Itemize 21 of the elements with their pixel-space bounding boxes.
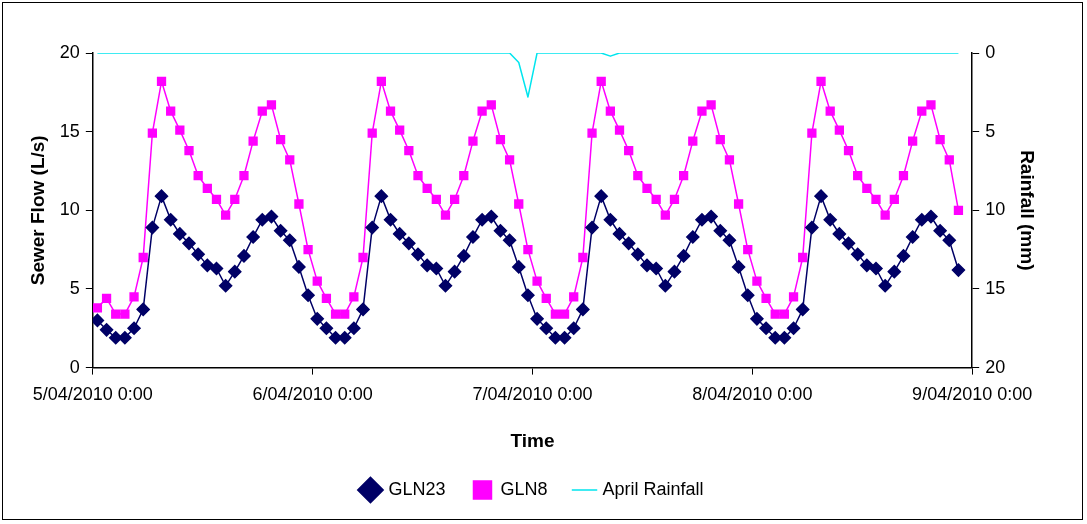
x-axis-title: Time bbox=[510, 429, 555, 451]
x-tick-label: 8/04/2010 0:00 bbox=[692, 384, 813, 405]
y2-tick-label: 15 bbox=[985, 277, 1006, 298]
y-tick-label: 0 bbox=[69, 356, 80, 377]
legend-label: April Rainfall bbox=[602, 478, 704, 499]
y-tick-label: 20 bbox=[59, 41, 80, 62]
x-tick-label: 7/04/2010 0:00 bbox=[472, 384, 593, 405]
y-tick-label: 5 bbox=[69, 277, 80, 298]
x-tick-label: 6/04/2010 0:00 bbox=[252, 384, 373, 405]
y-tick-label: 15 bbox=[59, 120, 80, 141]
y2-tick-label: 5 bbox=[985, 120, 996, 141]
x-tick-label: 5/04/2010 0:00 bbox=[32, 384, 153, 405]
y2-tick-label: 20 bbox=[985, 356, 1006, 377]
y-axis-title: Sewer Flow (L/s) bbox=[26, 135, 48, 286]
legend-label: GLN23 bbox=[388, 478, 446, 499]
y2-tick-label: 10 bbox=[985, 199, 1006, 220]
y2-tick-label: 0 bbox=[985, 41, 996, 62]
y-tick-label: 10 bbox=[59, 199, 80, 220]
y2-axis-title: Rainfall (mm) bbox=[1017, 150, 1039, 271]
x-tick-label: 9/04/2010 0:00 bbox=[912, 384, 1033, 405]
legend-label: GLN8 bbox=[500, 478, 548, 499]
